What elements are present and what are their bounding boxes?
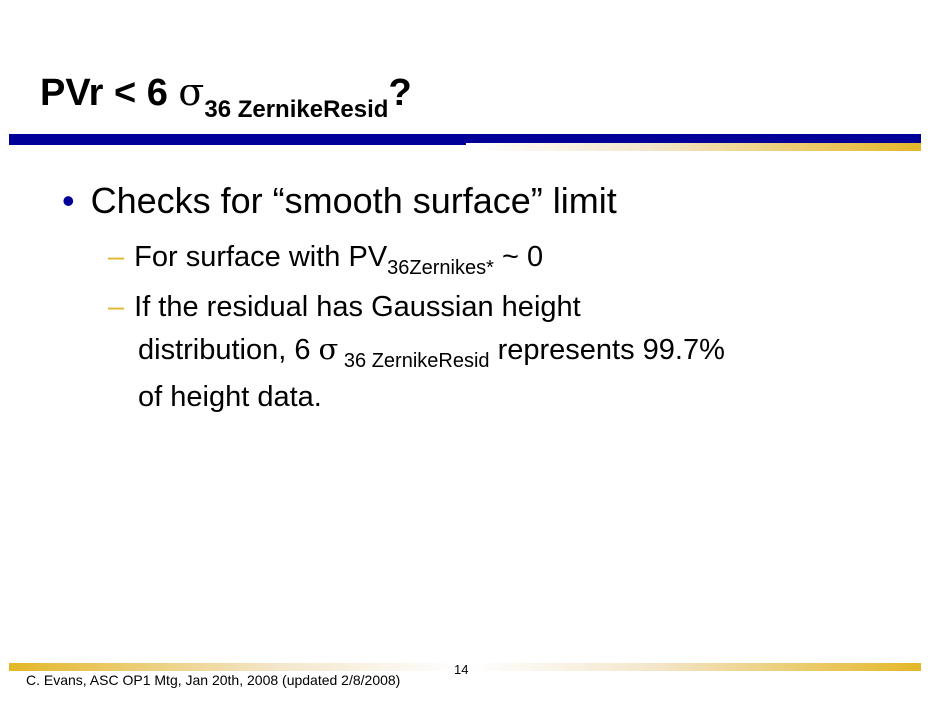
title-text: PVr < 6 xyxy=(40,72,179,114)
page-number: 14 xyxy=(454,662,469,677)
bullet-1: • Checks for “smooth surface” limit xyxy=(62,180,617,222)
sub-bullet-1: – For surface with PV36Zernikes* ~ 0 xyxy=(108,238,543,287)
footer-divider-left xyxy=(9,663,459,671)
sigma-symbol: σ xyxy=(318,332,339,366)
subscript: 36 ZernikeResid xyxy=(338,350,490,372)
subscript: 36Zernikes* xyxy=(387,257,494,279)
sub-bullet-line-1: If the residual has Gaussian height xyxy=(134,291,581,323)
sub-bullet-text-end: ~ 0 xyxy=(493,241,544,273)
slide-title: PVr < 6 σ36 ZernikeResid? xyxy=(40,70,412,124)
dash-marker: – xyxy=(108,291,125,323)
bullet-marker: • xyxy=(62,180,75,221)
bullet-text: Checks for “smooth surface” limit xyxy=(90,180,617,221)
footer-text: C. Evans, ASC OP1 Mtg, Jan 20th, 2008 (u… xyxy=(26,672,401,688)
sub-bullet-line-3: of height data. xyxy=(138,381,322,413)
sub-bullet-2: – If the residual has Gaussian height dis… xyxy=(108,288,725,416)
title-question-mark: ? xyxy=(388,72,412,114)
sigma-symbol: σ xyxy=(178,70,205,114)
sub-bullet-line-2: distribution, 6 xyxy=(138,334,319,366)
footer-divider-right xyxy=(470,663,921,671)
dash-marker: – xyxy=(108,241,125,273)
title-divider-gold xyxy=(466,143,921,151)
sub-bullet-line-2-end: represents 99.7% xyxy=(489,334,725,366)
title-subscript: 36 ZernikeResid xyxy=(204,96,389,123)
title-divider-blue-left xyxy=(9,134,466,145)
sub-bullet-text: For surface with PV xyxy=(134,241,388,273)
